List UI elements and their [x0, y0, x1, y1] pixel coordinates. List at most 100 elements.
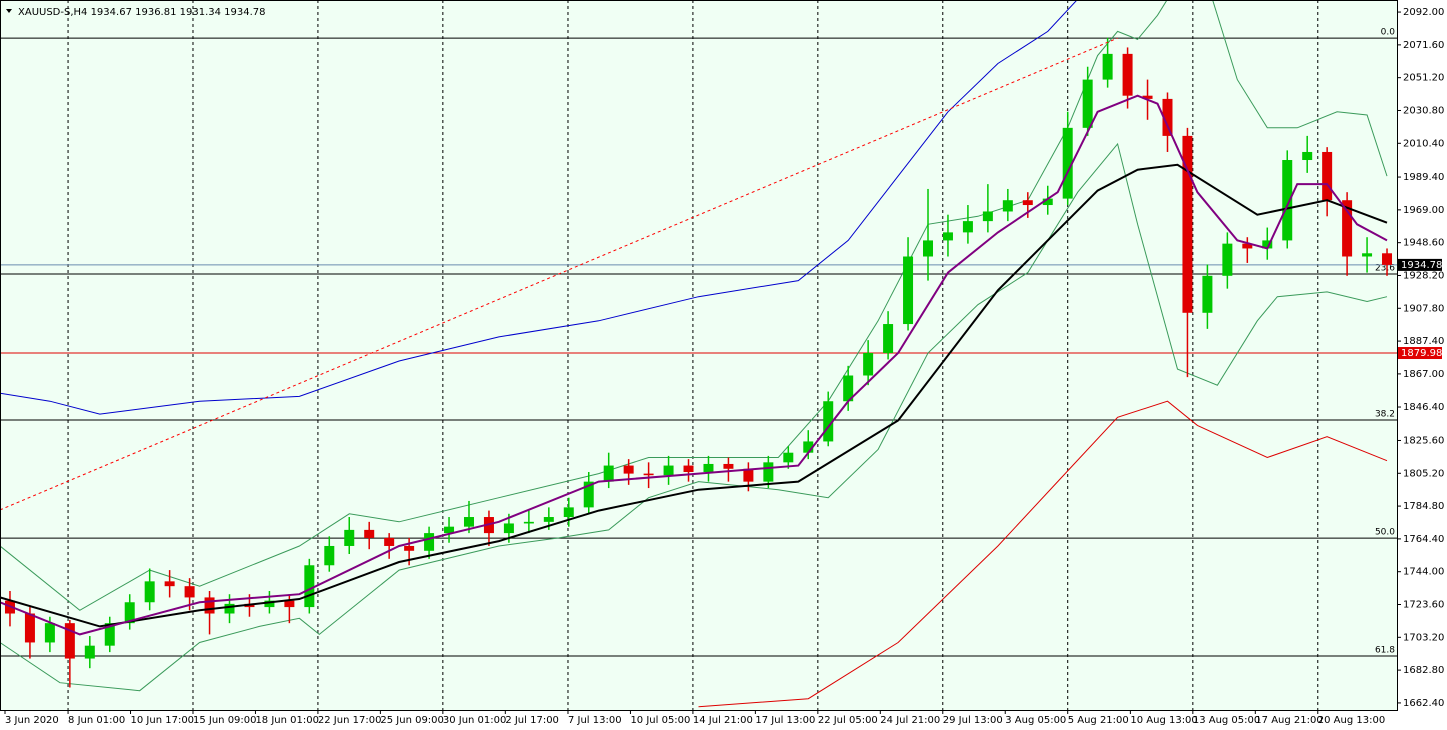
candle-body [563, 507, 574, 518]
candle-body [1242, 243, 1253, 249]
candle-body [1322, 151, 1333, 201]
candle-body [763, 462, 774, 482]
candle-body [1222, 243, 1233, 276]
candle-body [424, 533, 435, 551]
candle-body [364, 529, 375, 538]
candle-body [1182, 135, 1193, 313]
candle-body [1302, 151, 1313, 161]
candle-body [623, 465, 634, 474]
indicator-line [1, 1, 1077, 415]
candle-body [124, 602, 135, 624]
y-tick-label: 2071.60 [1403, 40, 1444, 51]
fib-label: 61.8 [1375, 645, 1395, 655]
candle-body [104, 623, 115, 646]
y-tick-label: 1825.60 [1403, 435, 1444, 446]
price-box [1398, 347, 1442, 360]
x-tick-label: 2 Jul 17:00 [505, 715, 559, 726]
candle-body [463, 517, 474, 527]
y-tick-label: 1948.60 [1403, 238, 1444, 249]
y-tick-label: 1928.20 [1403, 270, 1444, 281]
y-tick-label: 1887.40 [1403, 336, 1444, 347]
y-tick-label: 1805.20 [1403, 468, 1444, 479]
candle-body [1162, 98, 1173, 136]
candle-body [304, 565, 315, 608]
x-tick-label: 20 Aug 13:00 [1318, 715, 1385, 726]
candle-body [803, 441, 814, 453]
x-tick-label: 10 Aug 13:00 [1130, 715, 1197, 726]
candle-body [284, 600, 295, 608]
x-tick-label: 7 Jul 13:00 [568, 715, 622, 726]
candle-body [1022, 200, 1033, 206]
candle-body [84, 645, 95, 659]
candle-body [1062, 127, 1073, 199]
x-tick-label: 17 Aug 21:00 [1255, 715, 1322, 726]
candle-body [224, 603, 235, 614]
x-tick-label: 29 Jul 13:00 [943, 715, 1003, 726]
y-tick-label: 1682.80 [1403, 665, 1444, 676]
fib-label: 50.0 [1375, 528, 1395, 538]
x-tick-label: 25 Jun 09:00 [380, 715, 444, 726]
candle-body [903, 256, 914, 325]
candle-body [942, 232, 953, 241]
candle-body [1342, 200, 1353, 257]
indicator-line [698, 400, 1388, 708]
axes: 1662.40 1682.80 1703.20 1723.60 1744.00 1764.… [4, 7, 1444, 726]
fib-label: 23.6 [1375, 264, 1395, 274]
x-tick-label: 10 Jun 17:00 [131, 715, 195, 726]
y-tick-label: 1662.40 [1403, 698, 1444, 709]
candle-body [543, 517, 554, 522]
y-tick-label: 2010.40 [1403, 138, 1444, 149]
indicator-line [1, 163, 1388, 628]
candle-body [783, 452, 794, 463]
candle-body [1102, 53, 1113, 80]
indicator-line [1, 142, 1388, 692]
candle-body [703, 463, 714, 472]
x-tick-label: 22 Jun 17:00 [318, 715, 382, 726]
candle-body [24, 613, 35, 643]
y-tick-label: 1723.60 [1403, 600, 1444, 611]
candle-body [583, 481, 594, 508]
candle-body [723, 463, 734, 469]
candle-body [743, 468, 754, 482]
x-tick-label: 3 Jun 2020 [5, 715, 59, 726]
indicator-line [1, 94, 1388, 636]
candle-body [64, 623, 75, 659]
indicator-line [1, 1, 1388, 611]
y-tick-label: 1744.00 [1403, 567, 1444, 578]
candle-body [444, 526, 455, 534]
x-tick-label: 18 Jun 01:00 [255, 715, 319, 726]
candle-body [1142, 95, 1153, 99]
price-label: 1879.98 [1401, 348, 1442, 359]
candle-body [643, 473, 654, 476]
candle-body [823, 401, 834, 442]
candle-body [962, 221, 973, 233]
y-tick-label: 2030.80 [1403, 105, 1444, 116]
candle-body [404, 545, 415, 551]
candle-body [923, 240, 934, 257]
x-tick-label: 13 Aug 05:00 [1193, 715, 1260, 726]
y-tick-label: 1703.20 [1403, 632, 1444, 643]
x-tick-label: 17 Jul 13:00 [755, 715, 815, 726]
indicator-line [1, 37, 1118, 511]
candle-body [863, 352, 874, 376]
candle-body [1362, 253, 1373, 257]
candle-body [344, 529, 355, 546]
x-tick-label: 15 Jun 09:00 [193, 715, 257, 726]
candle-body [384, 537, 395, 546]
candle-body [1082, 79, 1093, 128]
plot: 0.0 23.6 38.2 50.0 61.8 [1, 1, 1397, 710]
candle-body [603, 465, 614, 482]
candle-body [683, 465, 694, 472]
candle-body [184, 586, 195, 598]
candle-body [883, 324, 894, 353]
y-tick-label: 1867.00 [1403, 369, 1444, 380]
candle-body [1282, 160, 1293, 241]
y-tick-label: 1907.80 [1403, 303, 1444, 314]
chart-title: XAUUSD-S,H4 1934.67 1936.81 1931.34 1934… [18, 7, 266, 18]
x-tick-label: 3 Aug 05:00 [1005, 715, 1066, 726]
fib-label: 0.0 [1381, 28, 1396, 38]
y-tick-label: 2092.00 [1403, 7, 1444, 18]
x-tick-label: 14 Jul 21:00 [693, 715, 753, 726]
candle-body [982, 211, 993, 222]
